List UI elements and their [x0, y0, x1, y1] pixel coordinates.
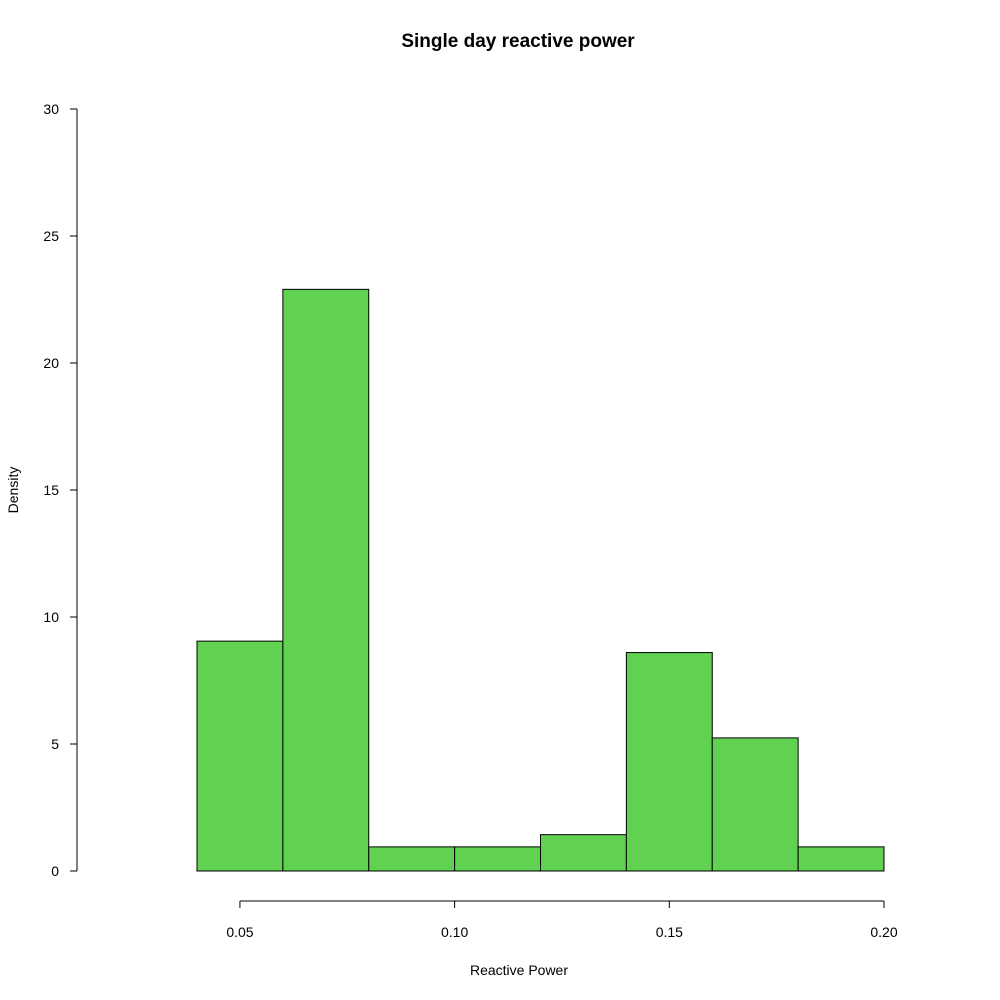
- histogram-bar: [454, 846, 541, 872]
- y-tick-label: 15: [43, 482, 59, 498]
- histogram-bar: [196, 640, 284, 872]
- histogram-bar: [711, 737, 799, 872]
- bars-group: [196, 288, 885, 872]
- x-axis: 0.05 0.10 0.15 0.20: [226, 900, 898, 940]
- x-tick-label: 0.15: [656, 924, 683, 940]
- y-tick-label: 25: [43, 228, 59, 244]
- y-tick-label: 20: [43, 355, 59, 371]
- x-axis-label: Reactive Power: [470, 962, 568, 978]
- x-tick-label: 0.20: [870, 924, 897, 940]
- histogram-bar: [540, 834, 627, 872]
- y-tick-label: 30: [43, 101, 59, 117]
- histogram-bar: [625, 652, 713, 872]
- y-tick-label: 5: [51, 736, 59, 752]
- y-axis: 0 5 10 15 20 25 30: [43, 101, 78, 879]
- histogram-bar: [797, 846, 885, 872]
- y-axis-label: Density: [5, 467, 21, 514]
- histogram-bar: [368, 846, 456, 872]
- x-tick-label: 0.05: [226, 924, 253, 940]
- y-tick-label: 0: [51, 863, 59, 879]
- chart-title: Single day reactive power: [401, 31, 635, 52]
- histogram-bar: [282, 288, 370, 872]
- x-tick-label: 0.10: [441, 924, 468, 940]
- y-tick-label: 10: [43, 609, 59, 625]
